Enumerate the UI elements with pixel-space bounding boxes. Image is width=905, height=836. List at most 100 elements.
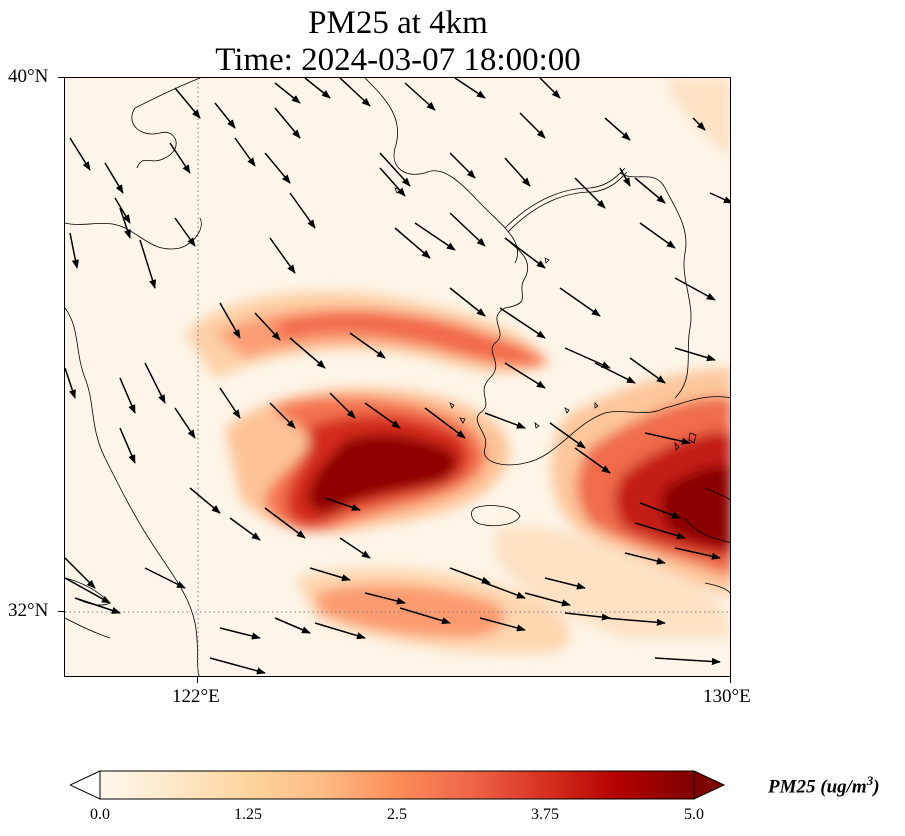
wind-arrow (144, 362, 166, 404)
wind-arrow (674, 547, 721, 560)
wind-arrow (499, 307, 546, 339)
wind-arrow (639, 222, 676, 249)
map-panel (64, 77, 731, 677)
colorbar (70, 770, 725, 800)
wind-vectors (65, 78, 730, 675)
wind-arrow (349, 332, 386, 359)
wind-arrow (379, 167, 406, 197)
lat-tick-32 (58, 611, 64, 612)
colorbar-tick-3: 3.75 (531, 806, 559, 823)
wind-arrow (404, 82, 436, 111)
wind-arrow (219, 387, 241, 419)
wind-arrow (314, 622, 366, 640)
wind-arrow (304, 78, 331, 99)
wind-arrow (65, 367, 76, 399)
wind-arrow (414, 222, 456, 251)
wind-arrow (454, 78, 486, 99)
wind-arrow (264, 152, 291, 184)
wind-arrow (309, 567, 351, 582)
wind-arrow (114, 197, 131, 224)
wind-arrow (519, 112, 546, 139)
wind-arrow (229, 517, 261, 541)
wind-arrow (65, 557, 96, 589)
colorbar-tick-2: 2.5 (387, 806, 407, 823)
colorbar-tick-1: 1.25 (234, 806, 262, 823)
wind-arrow (104, 162, 124, 194)
lat-label-32: 32°N (8, 600, 49, 621)
wind-arrow (424, 407, 466, 439)
wind-arrow (574, 447, 611, 474)
lon-label-130: 130°E (703, 686, 751, 707)
wind-arrow (254, 312, 281, 341)
wind-arrow (449, 212, 486, 247)
wind-arrow (74, 597, 121, 614)
wind-arrow (364, 592, 406, 605)
wind-arrow (139, 239, 157, 289)
wind-arrow (65, 577, 111, 604)
wind-arrow (274, 107, 301, 139)
wind-arrow (449, 152, 476, 179)
wind-arrow (619, 167, 631, 187)
lat-tick-40 (58, 77, 64, 78)
wind-arrow (399, 607, 451, 625)
wind-arrow (289, 192, 316, 229)
wind-arrow (574, 177, 606, 209)
colorbar-tick-4: 5.0 (684, 806, 704, 823)
wind-arrow (169, 142, 191, 174)
wind-arrow (449, 287, 486, 317)
wind-arrow (484, 412, 526, 429)
wind-arrow (634, 177, 666, 204)
wind-arrow (644, 432, 691, 445)
wind-arrow (379, 152, 411, 187)
wind-arrow (504, 362, 546, 389)
wind-arrow (329, 392, 356, 419)
wind-arrow (269, 402, 296, 429)
wind-arrow (549, 422, 586, 449)
wind-arrow (564, 347, 611, 369)
lon-tick-130 (730, 677, 731, 683)
map-title-line1: PM25 at 4km (308, 5, 488, 41)
wind-arrow (119, 377, 136, 414)
wind-arrow (504, 237, 546, 269)
wind-arrow (629, 357, 666, 384)
map-title-line2: Time: 2024-03-07 18:00:00 (215, 42, 581, 78)
wind-arrow (274, 82, 301, 104)
wind-arrow (119, 427, 136, 464)
wind-arrow (692, 117, 706, 131)
colorbar-tick-0: 0.0 (90, 806, 110, 823)
wind-arrow (654, 657, 721, 666)
wind-arrow (339, 537, 371, 559)
wind-arrow (189, 487, 221, 514)
pm25-concentration-field (185, 78, 730, 654)
colorbar-max-extend (693, 770, 725, 800)
wind-arrow (564, 612, 611, 621)
wind-arrow (674, 277, 716, 301)
lon-label-122: 122°E (172, 686, 220, 707)
wind-arrow (504, 157, 531, 187)
wind-arrow (524, 592, 571, 607)
wind-arrow (634, 522, 686, 540)
colorbar-gradient (70, 770, 725, 800)
lon-tick-122 (197, 677, 198, 683)
lat-label-40: 40°N (8, 66, 49, 87)
pm25-field-map (65, 78, 730, 676)
colorbar-min-extend (70, 770, 101, 800)
wind-arrow (604, 617, 666, 626)
wind-arrow (264, 507, 306, 539)
wind-arrow (539, 78, 561, 99)
wind-arrow (559, 287, 601, 317)
wind-arrow (339, 78, 371, 107)
wind-arrow (174, 407, 196, 439)
wind-arrow (209, 657, 266, 675)
wind-arrow (544, 577, 586, 590)
wind-arrow (484, 582, 526, 599)
wind-arrow (144, 567, 186, 589)
wind-arrow (219, 627, 261, 640)
wind-arrow (174, 87, 201, 119)
map-gridlines (65, 78, 730, 676)
wind-arrow (364, 402, 401, 429)
wind-arrow (674, 347, 716, 362)
colorbar-label: PM25 (ug/m3) (768, 773, 880, 798)
wind-arrow (69, 232, 79, 269)
wind-arrow (639, 502, 681, 519)
